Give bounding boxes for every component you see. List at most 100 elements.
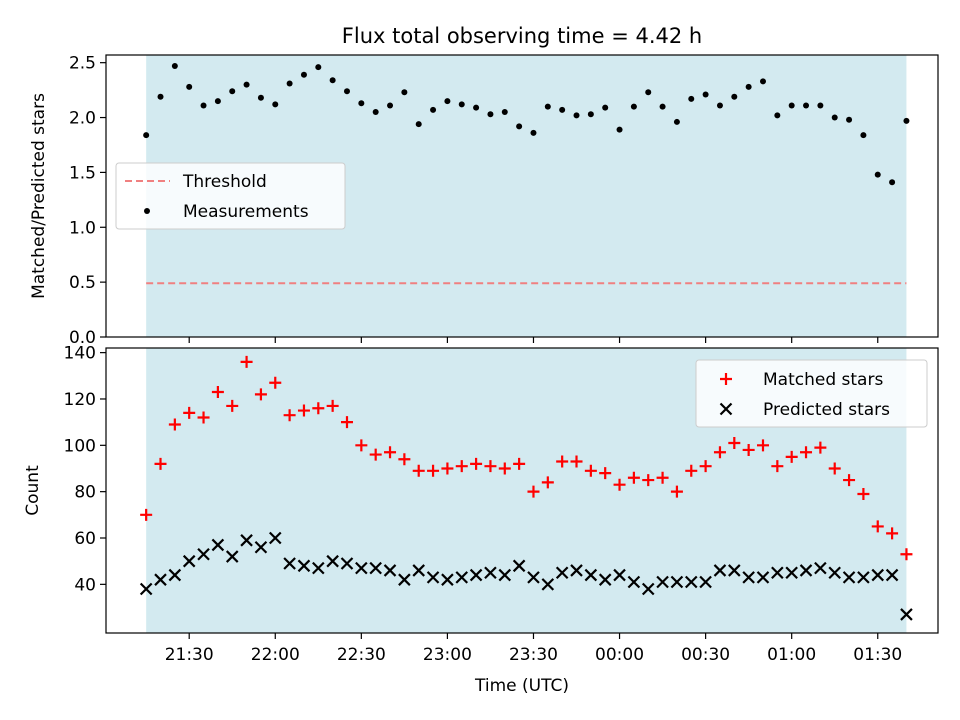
- series-matched-stars: [140, 355, 913, 561]
- data-point: [355, 439, 368, 452]
- data-point: [616, 126, 623, 133]
- data-point: [587, 111, 594, 118]
- data-point: [814, 441, 827, 454]
- data-point: [183, 406, 196, 419]
- data-point: [498, 568, 512, 582]
- data-point: [441, 573, 454, 586]
- y-tick-label: 2.5: [69, 54, 96, 74]
- data-point: [659, 103, 666, 110]
- data-point: [774, 112, 781, 119]
- data-point: [871, 520, 884, 533]
- legend-box: [695, 359, 928, 428]
- data-point: [430, 106, 437, 113]
- data-point: [771, 566, 784, 580]
- y-tick-label: 80: [74, 483, 96, 503]
- data-point: [369, 561, 382, 575]
- data-point: [713, 564, 727, 577]
- data-point: [885, 568, 899, 582]
- data-point: [211, 538, 225, 552]
- data-point: [473, 104, 480, 111]
- data-point: [182, 554, 196, 568]
- data-point: [269, 376, 282, 389]
- data-point: [154, 457, 167, 470]
- legend: Matched stars Predicted stars: [695, 359, 928, 428]
- data-point: [641, 582, 655, 596]
- x-tick-label: 01:00: [767, 645, 816, 665]
- data-point: [355, 561, 368, 575]
- data-point: [312, 402, 325, 415]
- data-point: [900, 548, 913, 561]
- data-point: [401, 89, 408, 96]
- data-point: [283, 409, 296, 422]
- data-point: [326, 554, 339, 568]
- data-point: [441, 462, 454, 475]
- data-point: [372, 109, 379, 116]
- y-tick-label: 1.5: [69, 163, 96, 183]
- data-point: [168, 418, 181, 431]
- data-point: [728, 437, 741, 449]
- legend-predicted-swatch: [719, 402, 733, 416]
- data-point: [544, 103, 551, 110]
- y-tick-label: 40: [74, 575, 96, 595]
- y-tick-label: 100: [64, 436, 96, 456]
- data-point: [527, 485, 540, 498]
- x-tick-label: 22:00: [251, 645, 300, 665]
- data-point: [412, 464, 425, 477]
- data-point: [745, 83, 752, 90]
- data-point: [200, 102, 207, 109]
- data-point: [799, 564, 813, 577]
- legend-predicted-label: Predicted stars: [763, 400, 890, 420]
- series-measurements: [143, 62, 910, 186]
- data-point: [398, 453, 411, 466]
- x-axis-label: Time (UTC): [474, 676, 569, 696]
- x-tick-label: 23:30: [509, 645, 558, 665]
- data-point: [788, 102, 795, 109]
- data-point: [484, 460, 497, 473]
- data-point: [226, 399, 239, 412]
- data-point: [731, 93, 738, 100]
- data-point: [530, 129, 537, 136]
- data-point: [630, 103, 637, 110]
- data-point: [828, 566, 841, 580]
- data-point: [243, 81, 250, 88]
- data-point: [559, 106, 566, 113]
- plot-frame: [105, 54, 939, 338]
- data-point: [785, 566, 798, 580]
- data-point: [455, 571, 469, 584]
- y-tick-label: 1.0: [69, 218, 96, 238]
- data-point: [426, 571, 440, 584]
- data-point: [699, 460, 712, 473]
- data-point: [670, 575, 684, 589]
- data-point: [900, 608, 913, 621]
- data-point: [214, 98, 221, 105]
- ratio-panel: 0.0 0.5 1.0 1.5 2.0 2.5 Matched/Predicted star…: [29, 54, 939, 348]
- data-point: [874, 171, 881, 178]
- data-point: [570, 564, 583, 577]
- data-point: [573, 112, 580, 119]
- data-point: [369, 448, 382, 461]
- data-point: [343, 88, 350, 95]
- data-point: [315, 64, 322, 71]
- legend: Threshold Measurements: [115, 162, 346, 230]
- x-tick-label: 21:30: [165, 645, 214, 665]
- data-point: [415, 121, 422, 128]
- data-point: [470, 457, 483, 470]
- data-point: [828, 462, 841, 475]
- data-point: [286, 80, 293, 87]
- data-point: [803, 102, 810, 109]
- data-point: [527, 571, 540, 584]
- data-point: [771, 460, 784, 473]
- data-point: [570, 455, 583, 468]
- x-tick-label: 23:00: [423, 645, 472, 665]
- data-point: [613, 478, 626, 491]
- data-point: [143, 132, 150, 139]
- x-tick-label: 00:30: [681, 645, 730, 665]
- data-point: [498, 462, 511, 475]
- legend-threshold-label: Threshold: [182, 172, 267, 192]
- data-point: [713, 446, 726, 459]
- data-point: [814, 561, 827, 575]
- data-point: [455, 460, 468, 473]
- data-point: [831, 114, 838, 121]
- data-point: [484, 566, 497, 580]
